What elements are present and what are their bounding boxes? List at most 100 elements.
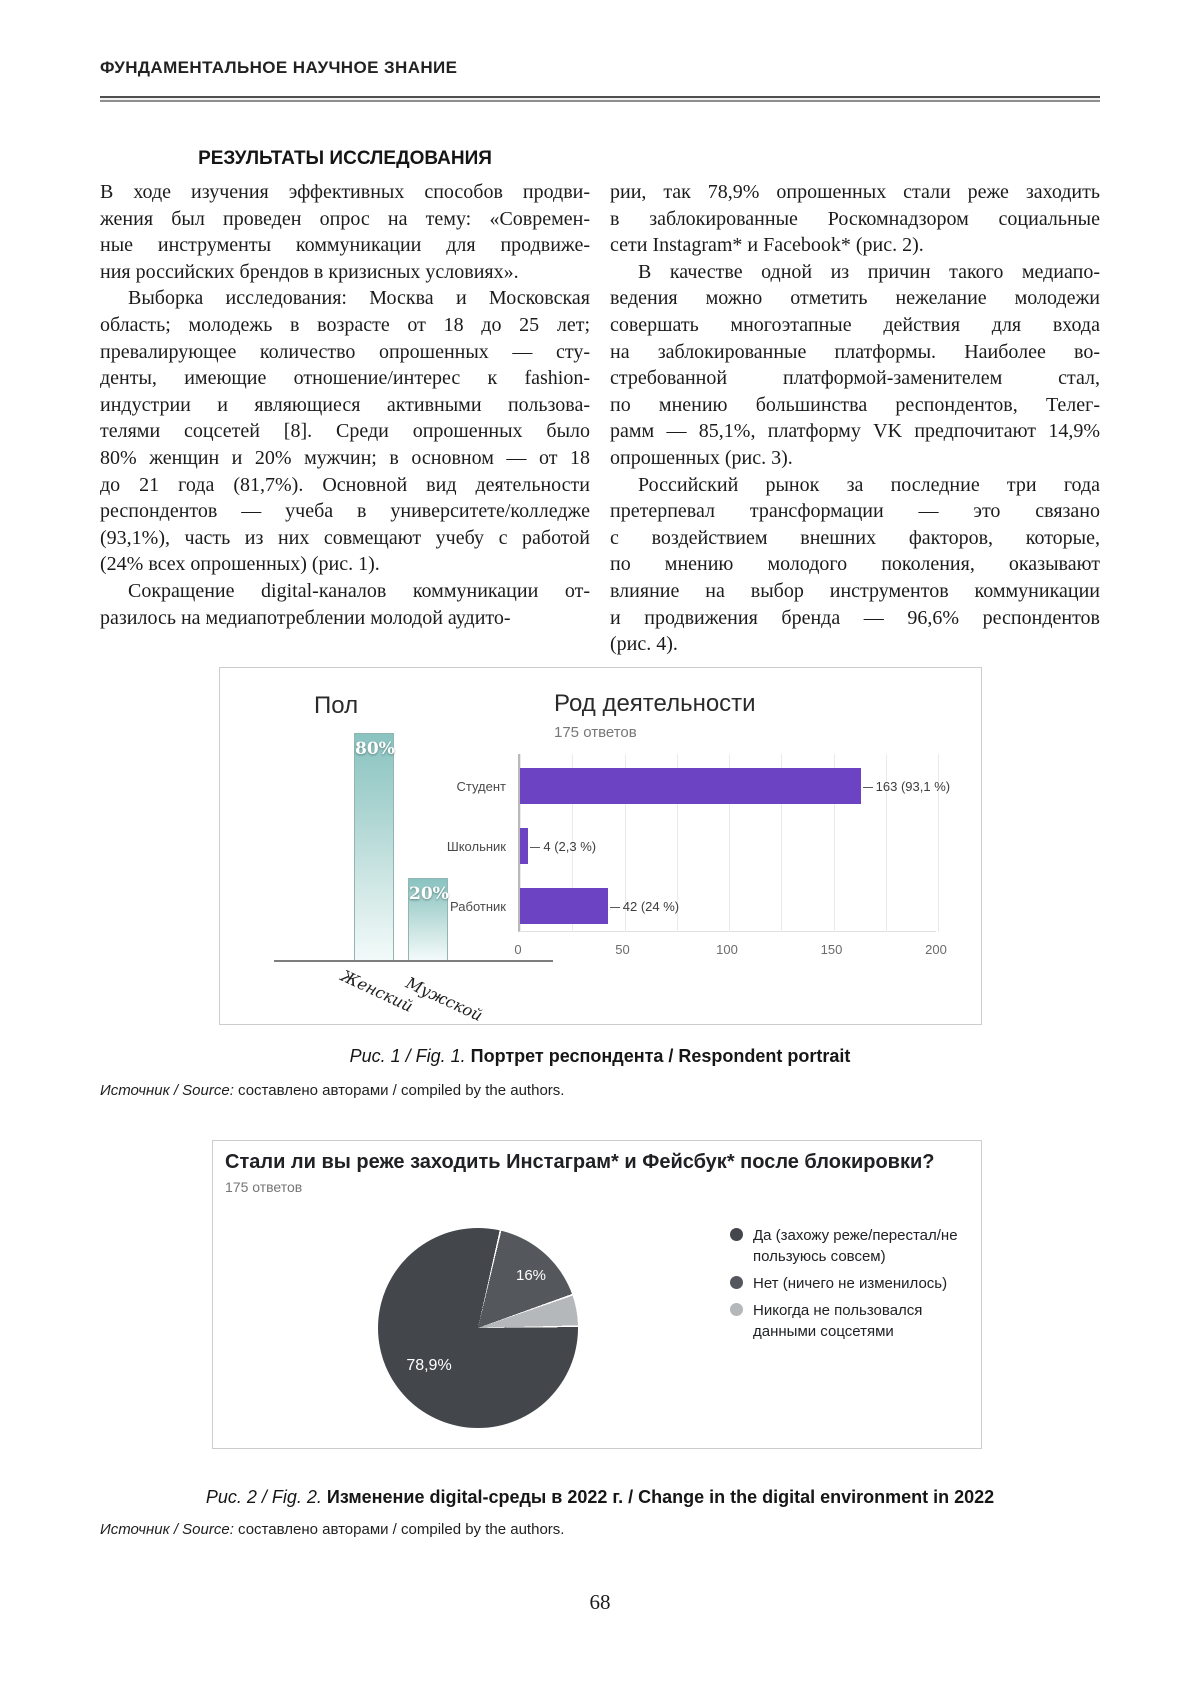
text-line: индустрии и являющиеся активными пользов… — [100, 393, 590, 416]
text-line: 80% женщин и 20% мужчин; в основном — от… — [100, 446, 590, 469]
legend-entry: Да (захожу реже/перестал/не пользуюсь со… — [730, 1225, 978, 1267]
occupation-category-label: Школьник — [446, 839, 506, 854]
figure1-source-text: составлено авторами / compiled by the au… — [238, 1082, 565, 1099]
text-line: по мнению большинства респондентов, Теле… — [610, 393, 1100, 416]
x-axis-tick-label: 50 — [615, 942, 630, 957]
gridline — [729, 754, 730, 932]
text-line: рии, так 78,9% опрошенных стали реже зах… — [610, 181, 1100, 203]
running-header: ФУНДАМЕНТАЛЬНОЕ НАУЧНОЕ ЗНАНИЕ — [100, 58, 458, 77]
text-line: ные инструменты коммуникации для продвиж… — [100, 234, 590, 257]
figure2-source-prefix: Источник / Source: — [100, 1521, 234, 1538]
gender-bar: 80% — [354, 733, 395, 960]
text-line: (93,1%), часть из них совмещают учебу с … — [100, 526, 590, 549]
gender-bar-value-label: 20% — [409, 884, 449, 904]
text-line: Сокращение digital-каналов коммуникации … — [128, 579, 590, 602]
text-line: жения был проведен опрос на тему: «Совре… — [100, 207, 590, 230]
occupation-bar — [520, 768, 861, 804]
occupation-category-label: Работник — [450, 899, 506, 914]
text-line: претерпевал трансформации — это связано — [610, 500, 1100, 523]
paragraph: рии, так 78,9% опрошенных стали реже зах… — [610, 179, 1100, 259]
paragraph: В качестве одной из причин такого медиап… — [610, 259, 1100, 472]
figure2-source-text: составлено авторами / compiled by the au… — [238, 1521, 565, 1538]
text-line: опрошенных (рис. 3). — [610, 446, 793, 469]
text-line: совершать многоэтапные действия для вход… — [610, 313, 1100, 336]
gender-chart-title: Пол — [314, 692, 359, 719]
text-line: на заблокированные платформы. Наиболее в… — [610, 340, 1100, 363]
left-column: РЕЗУЛЬТАТЫ ИССЛЕДОВАНИЯ В ходе изучения … — [100, 147, 590, 658]
gridline — [624, 754, 626, 932]
section-heading: РЕЗУЛЬТАТЫ ИССЛЕДОВАНИЯ — [198, 148, 492, 169]
figure1-respondent-portrait: Пол 80% 20% Женский Мужской Род деятельнос… — [219, 667, 982, 1025]
text-line: респондентов — учеба в университете/колл… — [100, 500, 590, 523]
figure2-caption-prefix: Рис. 2 / Fig. 2. — [205, 1487, 322, 1507]
legend-entry: Никогда не пользовался данными соцсетями — [730, 1300, 978, 1342]
gender-bar-value-label: 80% — [355, 739, 395, 759]
x-axis-tick-label: 0 — [514, 942, 522, 957]
pie-chart — [378, 1228, 578, 1428]
occupation-bar — [520, 888, 608, 924]
occupation-value-label: 163 (93,1 %) — [863, 779, 950, 794]
text-line: в заблокированные Роскомнадзором социаль… — [610, 207, 1100, 230]
occupation-bar — [520, 828, 529, 864]
text-line: стребованной платформой-заменителем стал… — [610, 367, 1100, 390]
gridline — [781, 754, 783, 932]
gridline — [676, 754, 678, 932]
legend-dot-icon — [730, 1276, 743, 1289]
figure1-caption-title: Портрет респондента / Respondent portrai… — [470, 1046, 851, 1066]
text-line: (рис. 4). — [610, 633, 678, 656]
text-line: денты, имеющие отношение/интерес к fashi… — [100, 367, 590, 390]
right-column: рии, так 78,9% опрошенных стали реже зах… — [610, 147, 1100, 658]
figure1-source-prefix: Источник / Source: — [100, 1082, 234, 1099]
text-line: Российский рынок за последние три года — [638, 473, 1100, 496]
pie-slice-label-yes: 78,9% — [406, 1357, 452, 1374]
paragraph: В ходе изучения эффективных способов про… — [100, 179, 590, 285]
text-line: (24% всех опрошенных) (рис. 1). — [100, 553, 380, 576]
figure1-caption: Рис. 1 / Fig. 1. Портрет респондента / R… — [100, 1046, 1100, 1067]
text-line: Выборка исследования: Москва и Московска… — [128, 287, 590, 310]
legend-entry: Нет (ничего не изменилось) — [730, 1273, 978, 1294]
text-line: В качестве одной из причин такого медиап… — [638, 260, 1100, 283]
legend-dot-icon — [730, 1228, 743, 1241]
figure2-caption: Рис. 2 / Fig. 2. Изменение digital-среды… — [100, 1487, 1100, 1508]
text-line: ведения можно отметить нежелание молодеж… — [610, 287, 1100, 310]
figure1-caption-prefix: Рис. 1 / Fig. 1. — [349, 1046, 466, 1066]
figure1-source: Источник / Source: составлено авторами /… — [100, 1082, 1100, 1099]
paragraph: Российский рынок за последние три года пр… — [610, 472, 1100, 658]
body-text-columns: РЕЗУЛЬТАТЫ ИССЛЕДОВАНИЯ В ходе изучения … — [100, 147, 1100, 658]
pie-slice-label-no: 16% — [515, 1267, 547, 1284]
legend-label: Нет (ничего не изменилось) — [753, 1275, 948, 1292]
gender-bar: 20% — [408, 878, 449, 960]
occupation-category-label: Студент — [456, 779, 506, 794]
gridline — [833, 754, 835, 932]
text-line: рамм — 85,1%, платформу VK предпочитают … — [610, 420, 1100, 443]
occupation-value-label: 4 (2,3 %) — [530, 839, 596, 854]
text-line: сети Instagram* и Facebook* (рис. 2). — [610, 234, 924, 257]
x-axis-tick-label: 100 — [716, 942, 738, 957]
gender-axis-line — [274, 960, 553, 962]
x-axis-tick-label: 200 — [925, 942, 947, 957]
x-axis-tick-label: 150 — [820, 942, 843, 957]
text-line: до 21 года (81,7%). Основной вид деятель… — [100, 473, 590, 496]
text-line: телями соцсетей [8]. Среди опрошенных бы… — [100, 420, 590, 443]
legend-label: Да (захожу реже/перестал/не пользуюсь со… — [753, 1227, 958, 1265]
pie-chart-subtitle: 175 ответов — [225, 1179, 303, 1195]
text-line: и продвижения бренда — 96,6% респонденто… — [610, 606, 1100, 629]
pie-chart-title: Стали ли вы реже заходить Инстаграм* и Ф… — [225, 1151, 935, 1173]
occupation-chart-title: Род деятельности — [554, 690, 756, 717]
gridline — [885, 754, 887, 932]
occupation-chart-subtitle: 175 ответов — [554, 724, 637, 741]
legend-label: Никогда не пользовался данными соцсетями — [753, 1302, 923, 1340]
pie-legend: Да (захожу реже/перестал/не пользуюсь со… — [730, 1225, 978, 1348]
figure2-digital-change: Стали ли вы реже заходить Инстаграм* и Ф… — [212, 1140, 982, 1449]
legend-dot-icon — [730, 1303, 743, 1316]
page-number: 68 — [589, 1590, 611, 1614]
text-line: влияние на выбор инструментов коммуникац… — [610, 579, 1100, 602]
text-line: превалирующее количество опрошенных — ст… — [100, 340, 590, 363]
occupation-value-label: 42 (24 %) — [610, 899, 679, 914]
text-line: с воздействием внешних факторов, которые… — [610, 526, 1100, 549]
text-line: ния российских брендов в кризисных услов… — [100, 260, 519, 283]
paragraph: Выборка исследования: Москва и Московска… — [100, 285, 590, 578]
text-line: разилось на медиапотреблении молодой ауд… — [100, 606, 511, 629]
gridline — [938, 754, 939, 932]
